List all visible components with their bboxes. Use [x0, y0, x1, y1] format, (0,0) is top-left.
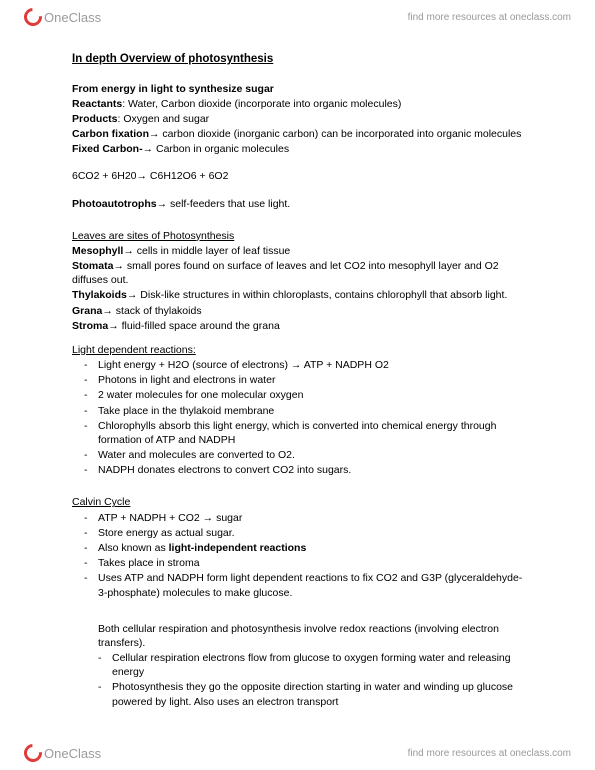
section-calvin: Calvin Cycle ATP + NADPH + CO2 → sugar S… [72, 495, 523, 599]
list-item: Takes place in stroma [98, 556, 523, 570]
brand-name-footer: OneClass [44, 746, 101, 761]
list-item: 2 water molecules for one molecular oxyg… [98, 388, 523, 402]
brand-logo: OneClass [24, 8, 101, 26]
leaves-heading: Leaves are sites of Photosynthesis [72, 229, 523, 243]
calvin-pre: Also known as [98, 542, 169, 554]
stomata-text: → small pores found on surface of leaves… [72, 260, 499, 286]
fixation-line: Carbon fixation→ carbon dioxide (inorgan… [72, 127, 523, 141]
stomata-label: Stomata [72, 260, 113, 272]
header-tagline: find more resources at oneclass.com [408, 12, 571, 23]
mesophyll-line: Mesophyll→ cells in middle layer of leaf… [72, 244, 523, 258]
fixed-carbon-line: Fixed Carbon-→ Carbon in organic molecul… [72, 142, 523, 156]
list-item: Light energy + H2O (source of electrons)… [98, 358, 523, 372]
section-intro: From energy in light to synthesize sugar… [72, 82, 523, 211]
list-item: Take place in the thylakoid membrane [98, 404, 523, 418]
brand-logo-footer: OneClass [24, 744, 101, 762]
photoauto-text: → self-feeders that use light. [157, 198, 291, 210]
page-header: OneClass find more resources at oneclass… [0, 0, 595, 34]
grana-text: → stack of thylakoids [102, 305, 201, 317]
reactants-text: : Water, Carbon dioxide (incorporate int… [122, 98, 401, 110]
products-text: : Oxygen and sugar [118, 113, 210, 125]
stroma-label: Stroma [72, 320, 108, 332]
stroma-text: → fluid-filled space around the grana [108, 320, 280, 332]
list-item: NADPH donates electrons to convert CO2 i… [98, 463, 523, 477]
redox-list: Cellular respiration electrons flow from… [98, 651, 523, 709]
photoautotrophs-line: Photoautotrophs→ self-feeders that use l… [72, 197, 523, 211]
fixation-text: → carbon dioxide (inorganic carbon) can … [149, 128, 521, 140]
calvin-heading: Calvin Cycle [72, 495, 523, 509]
mesophyll-label: Mesophyll [72, 245, 123, 257]
thylakoids-line: Thylakoids→ Disk-like structures in with… [72, 288, 523, 302]
calvin-bold: light-independent reactions [169, 542, 307, 554]
section-light-dependent: Light dependent reactions: Light energy … [72, 343, 523, 478]
page-title: In depth Overview of photosynthesis [72, 52, 523, 68]
list-item: Cellular respiration electrons flow from… [112, 651, 523, 679]
calvin-list: ATP + NADPH + CO2 → sugar Store energy a… [72, 511, 523, 600]
photoauto-label: Photoautotrophs [72, 198, 157, 210]
thylakoids-label: Thylakoids [72, 289, 127, 301]
stomata-line: Stomata→ small pores found on surface of… [72, 259, 523, 287]
brand-name: OneClass [44, 10, 101, 25]
reactants-line: Reactants: Water, Carbon dioxide (incorp… [72, 97, 523, 111]
section-redox: Both cellular respiration and photosynth… [72, 622, 523, 709]
grana-label: Grana [72, 305, 102, 317]
mesophyll-text: → cells in middle layer of leaf tissue [123, 245, 290, 257]
list-item: Uses ATP and NADPH form light dependent … [98, 571, 523, 599]
equation-line: 6CO2 + 6H20→ C6H12O6 + 6O2 [72, 169, 523, 183]
thylakoids-text: → Disk-like structures in within chlorop… [127, 289, 508, 301]
reactants-label: Reactants [72, 98, 122, 110]
products-label: Products [72, 113, 118, 125]
footer-tagline: find more resources at oneclass.com [408, 748, 571, 759]
list-item: ATP + NADPH + CO2 → sugar [98, 511, 523, 525]
section-leaves: Leaves are sites of Photosynthesis Mesop… [72, 229, 523, 333]
light-dep-list: Light energy + H2O (source of electrons)… [72, 358, 523, 477]
light-dep-heading: Light dependent reactions: [72, 343, 523, 357]
fixation-label: Carbon fixation [72, 128, 149, 140]
stroma-line: Stroma→ fluid-filled space around the gr… [72, 319, 523, 333]
logo-ring-icon [20, 740, 45, 765]
fixed-label: Fixed Carbon- [72, 143, 143, 155]
list-item: Photons in light and electrons in water [98, 373, 523, 387]
page-footer: OneClass find more resources at oneclass… [0, 736, 595, 770]
document-body: In depth Overview of photosynthesis From… [0, 34, 595, 709]
grana-line: Grana→ stack of thylakoids [72, 304, 523, 318]
list-item: Store energy as actual sugar. [98, 526, 523, 540]
list-item: Also known as light-independent reaction… [98, 541, 523, 555]
fixed-text: → Carbon in organic molecules [143, 143, 290, 155]
intro-heading: From energy in light to synthesize sugar [72, 82, 523, 96]
list-item: Photosynthesis they go the opposite dire… [112, 680, 523, 708]
products-line: Products: Oxygen and sugar [72, 112, 523, 126]
list-item: Water and molecules are converted to O2. [98, 448, 523, 462]
redox-lead: Both cellular respiration and photosynth… [98, 622, 523, 650]
logo-ring-icon [20, 4, 45, 29]
list-item: Chlorophylls absorb this light energy, w… [98, 419, 523, 447]
